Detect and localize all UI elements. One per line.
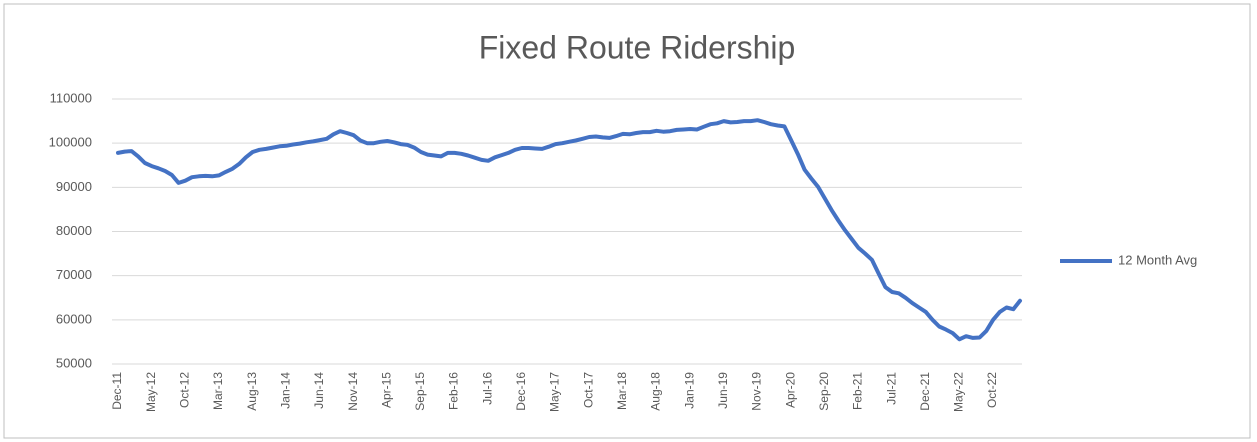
x-tick-label: Jul-16 (480, 372, 494, 405)
x-tick-label: Oct-22 (985, 372, 999, 408)
x-tick-label: Sep-15 (413, 372, 427, 411)
x-tick-label: Mar-13 (211, 372, 225, 410)
chart-frame (3, 3, 1251, 439)
x-tick-label: Dec-11 (110, 372, 124, 410)
series-line (116, 118, 1022, 342)
x-tick-label: Nov-19 (750, 372, 764, 411)
x-tick-label: Apr-20 (783, 372, 797, 408)
x-tick-label: May-17 (548, 372, 562, 412)
y-tick-label: 50000 (56, 355, 92, 370)
x-tick-label: Jun-14 (312, 372, 326, 409)
x-tick-label: Feb-16 (447, 372, 461, 410)
y-tick-label: 80000 (56, 223, 92, 238)
x-tick-label: May-22 (952, 372, 966, 412)
y-tick-label: 60000 (56, 311, 92, 326)
legend-label: 12 Month Avg (1118, 252, 1197, 267)
x-tick-label: Jun-19 (716, 372, 730, 409)
x-tick-label: Sep-20 (817, 372, 831, 411)
y-tick-label: 110000 (50, 90, 92, 105)
x-tick-label: Apr-15 (379, 372, 393, 408)
x-tick-label: Jan-14 (278, 372, 292, 409)
x-tick-label: Oct-12 (177, 372, 191, 408)
x-tick-label: May-12 (144, 372, 158, 412)
y-tick-label: 70000 (56, 267, 92, 282)
chart-title: Fixed Route Ridership (479, 29, 796, 65)
x-tick-label: Aug-13 (245, 372, 259, 411)
x-tick-label: Dec-21 (918, 372, 932, 411)
x-tick-label: Feb-21 (851, 372, 865, 410)
x-tick-label: Aug-18 (649, 372, 663, 411)
y-tick-label: 100000 (49, 135, 92, 150)
x-tick-label: Jan-19 (682, 372, 696, 409)
x-tick-label: Dec-16 (514, 372, 528, 411)
y-tick-label: 90000 (56, 179, 92, 194)
x-tick-label: Mar-18 (615, 372, 629, 410)
x-tick-label: Oct-17 (581, 372, 595, 408)
x-tick-label: Nov-14 (346, 372, 360, 411)
x-tick-label: Jul-21 (884, 372, 898, 405)
